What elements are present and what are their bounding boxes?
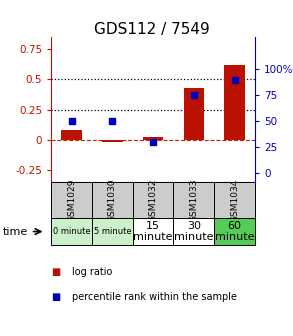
Bar (214, 182, 255, 218)
Point (232, 77, 237, 82)
Text: 60
minute: 60 minute (215, 221, 254, 242)
Point (69, 119, 74, 124)
Text: GSM1030: GSM1030 (108, 178, 117, 222)
Text: ■: ■ (51, 267, 61, 277)
Text: 15
minute: 15 minute (133, 221, 173, 242)
Point (110, 119, 115, 124)
Bar (92, 218, 133, 245)
Bar (143, 137, 163, 140)
Text: 5 minute: 5 minute (93, 227, 131, 236)
Text: percentile rank within the sample: percentile rank within the sample (72, 292, 237, 302)
Bar (133, 182, 173, 218)
Text: GSM1033: GSM1033 (189, 178, 198, 222)
Bar (51, 182, 92, 218)
Text: 0 minute: 0 minute (53, 227, 91, 236)
Text: time: time (3, 226, 28, 237)
Bar (51, 218, 92, 245)
Bar (173, 218, 214, 245)
Point (192, 93, 196, 98)
Bar (92, 182, 133, 218)
Text: ■: ■ (51, 292, 61, 302)
Text: GSM1029: GSM1029 (67, 178, 76, 222)
Text: log ratio: log ratio (72, 267, 112, 277)
Text: 30
minute: 30 minute (174, 221, 214, 242)
Text: GSM1032: GSM1032 (149, 178, 158, 222)
Bar (214, 218, 255, 245)
Bar (133, 218, 173, 245)
Text: GSM1034: GSM1034 (230, 178, 239, 222)
Point (151, 139, 155, 145)
Text: GDS112 / 7549: GDS112 / 7549 (94, 22, 210, 37)
Bar (102, 140, 122, 142)
Bar (184, 88, 204, 140)
Bar (173, 182, 214, 218)
Bar (62, 130, 82, 140)
Bar (224, 65, 245, 140)
